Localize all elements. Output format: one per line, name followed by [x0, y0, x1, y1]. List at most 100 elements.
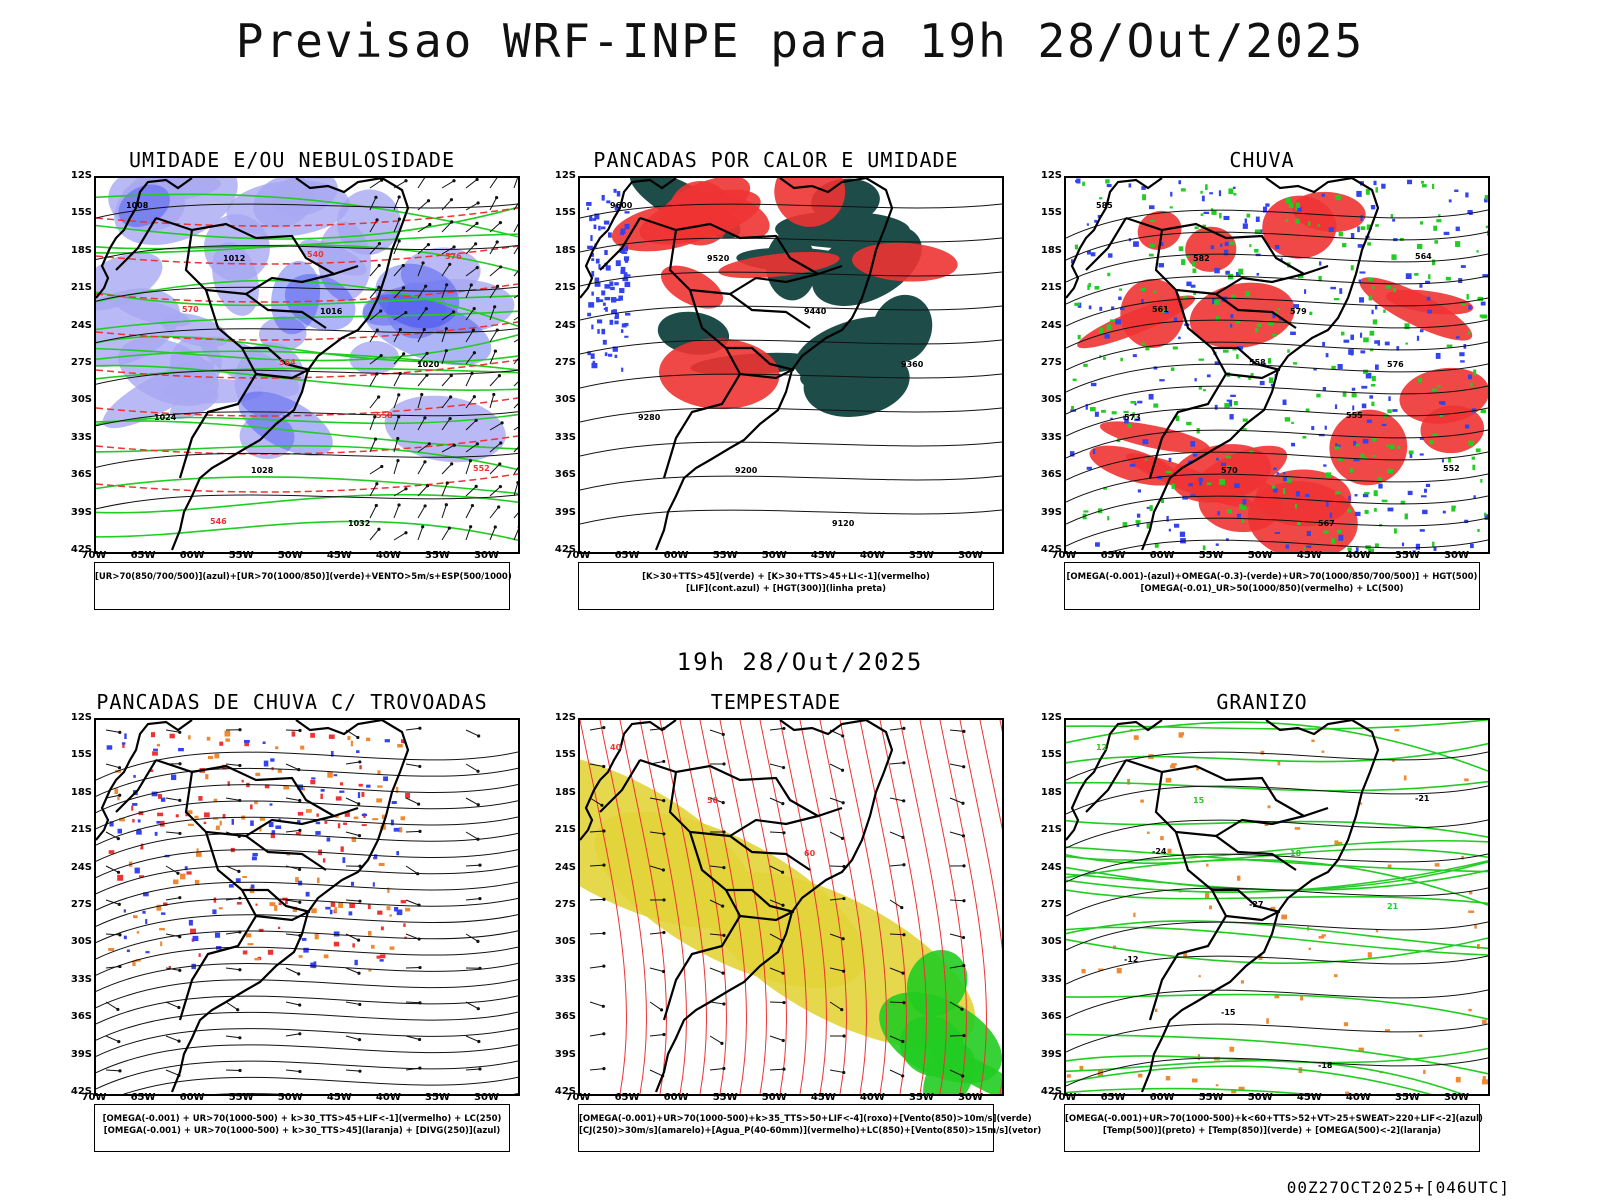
field-patch [1255, 216, 1260, 223]
field-patch [1335, 491, 1341, 495]
contour-line [96, 245, 518, 265]
field-patch [1170, 367, 1175, 371]
wind-vector [465, 505, 473, 519]
longitude-label: 55W [228, 1092, 254, 1103]
wind-vector [345, 1035, 360, 1041]
field-patch [1277, 761, 1281, 766]
wind-vector-head [602, 1032, 606, 1036]
field-patch [1259, 229, 1263, 233]
wind-vector-head [375, 328, 379, 332]
wind-vector-head [602, 1067, 606, 1071]
isoline [1066, 989, 1488, 1019]
field-patch [264, 784, 270, 789]
wind-vector [165, 1035, 180, 1042]
longitude-label: 45W [1296, 1092, 1322, 1103]
field-patch [1137, 1073, 1143, 1078]
field-patch [169, 733, 175, 739]
field-patch [373, 854, 378, 859]
field-patch [1318, 275, 1322, 282]
field-patch [1223, 249, 1229, 256]
field-patch [1460, 265, 1466, 268]
field-area [1137, 210, 1182, 250]
wind-vector [889, 899, 903, 908]
field-patch [1324, 425, 1327, 430]
field-patch [315, 821, 321, 825]
wind-vector [589, 965, 604, 969]
main-title: Previsao WRF-INPE para 19h 28/Out/2025 [235, 14, 1365, 68]
isoline [1066, 253, 1488, 283]
isoline [1066, 751, 1488, 781]
field-patch [612, 346, 618, 352]
wind-vector [369, 396, 380, 409]
field-patch [1423, 1069, 1426, 1074]
field-patch [602, 339, 607, 345]
field-patch [1475, 448, 1481, 453]
field-patch [1217, 511, 1220, 516]
field-patch [342, 857, 346, 863]
field-patch [1364, 509, 1369, 514]
field-patch [1090, 252, 1096, 257]
field-patch [1474, 924, 1477, 929]
field-patch [1136, 523, 1140, 527]
field-patch [1229, 241, 1235, 245]
field-patch [194, 879, 200, 885]
field-patch [400, 739, 405, 744]
wind-vector [225, 897, 240, 901]
field-patch [320, 793, 323, 800]
wind-vector [465, 933, 479, 942]
legend-line: [CJ(250)>30m/s](amarelo)+[Agua_P(40-60mm… [579, 1126, 1042, 1136]
wind-vector-head [474, 418, 478, 422]
longitude-label: 70W [1051, 1092, 1077, 1103]
field-patch [1432, 541, 1435, 548]
wind-vector-head [358, 1002, 362, 1007]
wind-vector [649, 1001, 662, 1011]
state-border [245, 272, 335, 295]
wind-vector [417, 505, 426, 519]
field-patch [383, 776, 389, 782]
wind-vector-head [379, 309, 383, 313]
field-patch [1288, 202, 1294, 209]
wind-vector-head [373, 415, 377, 419]
wind-vector [949, 763, 964, 768]
state-border [1125, 758, 1329, 818]
wind-vector [225, 797, 240, 801]
wind-vector [369, 219, 378, 233]
weather-map: 9600 9520 9440 9360 9280 9200 9120 [578, 176, 1004, 554]
field-patch [370, 944, 375, 949]
wind-vector-head [418, 764, 422, 769]
field-patch [1136, 513, 1141, 518]
field-patch [277, 769, 282, 773]
wind-vector [709, 899, 723, 907]
field-patch [1276, 472, 1280, 475]
wind-vector-head [448, 395, 453, 399]
longitude-label: 55W [1198, 550, 1224, 561]
field-patch [1400, 500, 1406, 505]
field-patch [1366, 224, 1372, 230]
field-patch [1295, 491, 1300, 497]
field-patch [1182, 496, 1189, 500]
wind-vector-head [722, 866, 726, 870]
field-patch [1350, 334, 1355, 340]
field-patch [1291, 421, 1294, 425]
field-patch [1274, 995, 1280, 999]
field-patch [1160, 836, 1164, 841]
wind-vector-head [425, 351, 429, 355]
contour-line [1066, 861, 1488, 891]
wind-vector-head [492, 392, 496, 397]
wind-vector-head [475, 266, 479, 270]
field-patch [1326, 501, 1329, 507]
wind-vector-head [418, 1066, 422, 1070]
field-patch [1441, 459, 1444, 463]
field-patch [140, 847, 143, 850]
wind-vector-head [781, 903, 785, 907]
contour-label: 558 [376, 411, 393, 420]
wind-vector [417, 526, 424, 541]
wind-vector [417, 200, 429, 211]
field-patch [1426, 296, 1431, 301]
field-patch [1480, 409, 1487, 414]
field-patch [1132, 354, 1137, 358]
field-patch [1318, 935, 1325, 939]
field-patch [1232, 186, 1236, 190]
wind-vector-head [478, 966, 482, 970]
wind-vector [949, 965, 964, 969]
